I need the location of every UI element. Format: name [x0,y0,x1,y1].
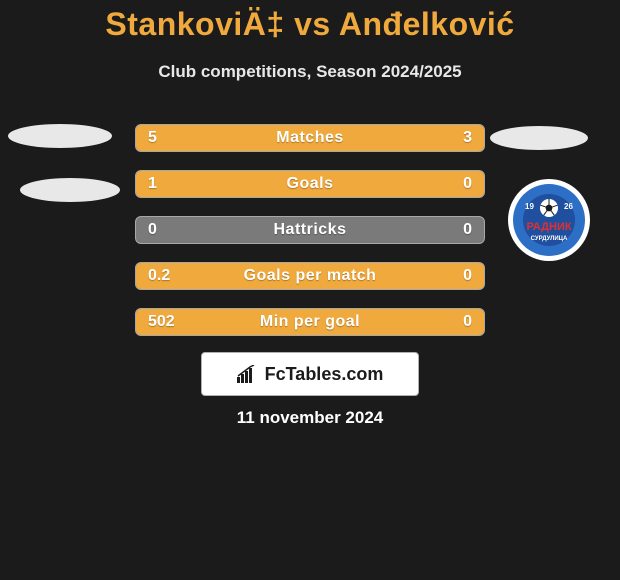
subtitle: Club competitions, Season 2024/2025 [0,62,620,82]
stat-row: 5Matches3 [135,124,485,152]
svg-text:26: 26 [564,202,573,211]
stat-label: Matches [136,125,484,151]
stat-row: 0Hattricks0 [135,216,485,244]
fctables-watermark: FcTables.com [201,352,419,396]
page-title: StankoviÄ‡ vs Anđelković [0,6,620,43]
stat-value-right: 0 [463,171,472,197]
shield-icon: РАДНИК СУРДУЛИЦА 19 26 [507,178,591,262]
team-right-logo-placeholder [490,126,588,150]
svg-text:СУРДУЛИЦА: СУРДУЛИЦА [531,236,568,242]
stat-label: Goals [136,171,484,197]
stat-label: Goals per match [136,263,484,289]
team-left-logo-placeholder-1 [8,124,112,148]
stat-label: Min per goal [136,309,484,335]
stat-value-right: 0 [463,217,472,243]
stat-value-right: 3 [463,125,472,151]
stat-label: Hattricks [136,217,484,243]
date-text: 11 november 2024 [0,408,620,428]
svg-text:19: 19 [525,202,534,211]
stat-row: 0.2Goals per match0 [135,262,485,290]
team-right-badge: РАДНИК СУРДУЛИЦА 19 26 [500,178,598,262]
stat-value-right: 0 [463,263,472,289]
fctables-label: FcTables.com [265,364,384,385]
bar-chart-icon [237,365,259,383]
svg-text:РАДНИК: РАДНИК [526,221,571,233]
stat-row: 502Min per goal0 [135,308,485,336]
stat-rows: 5Matches31Goals00Hattricks00.2Goals per … [135,124,485,354]
stat-row: 1Goals0 [135,170,485,198]
team-left-logo-placeholder-2 [20,178,120,202]
stat-value-right: 0 [463,309,472,335]
comparison-card: StankoviÄ‡ vs Anđelković Club competitio… [0,0,620,580]
